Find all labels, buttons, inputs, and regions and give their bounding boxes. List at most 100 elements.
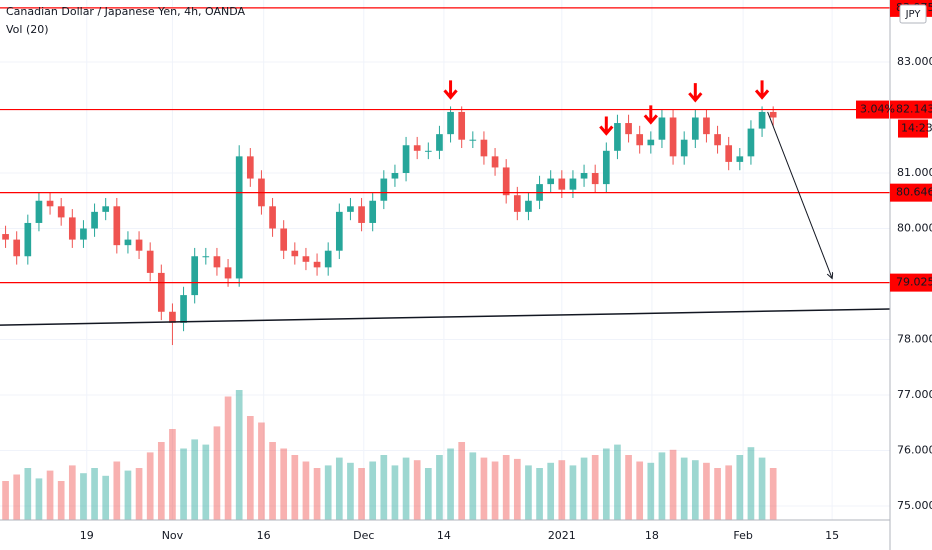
volume-bar	[614, 444, 621, 520]
x-tick-label: 19	[80, 529, 94, 542]
y-tick-label: 77.000	[897, 388, 932, 401]
volume-title: Vol (20)	[6, 23, 49, 36]
candle-body	[213, 256, 221, 268]
volume-bar	[157, 442, 165, 520]
x-tick-label: 16	[257, 529, 271, 542]
volume-bar	[714, 468, 721, 520]
volume-bar	[213, 426, 221, 520]
candle-body	[347, 206, 354, 212]
x-tick-label: 2021	[548, 529, 576, 542]
candle-body	[736, 156, 744, 162]
signal-arrow	[688, 83, 703, 103]
volume-bar	[736, 455, 744, 520]
candle-body	[625, 123, 632, 135]
signal-arrow	[443, 80, 458, 100]
volume-bar	[413, 460, 421, 520]
volume-bar	[113, 461, 121, 520]
candle-body	[202, 256, 210, 258]
volume-bar	[235, 390, 243, 520]
volume-bar	[246, 416, 254, 520]
candle-body	[747, 128, 755, 157]
candle-body	[669, 117, 677, 157]
candle-body	[513, 195, 521, 212]
volume-bar	[291, 455, 299, 520]
volume-bar	[458, 442, 466, 520]
candle-body	[614, 123, 621, 151]
candle-body	[447, 111, 454, 135]
volume-bar	[680, 457, 688, 520]
signal-arrow	[643, 105, 658, 125]
volume-bar	[102, 475, 110, 520]
volume-bar	[703, 462, 710, 520]
volume-bar	[558, 460, 566, 520]
candle-body	[480, 139, 488, 157]
volume-bar	[369, 461, 377, 520]
candle-body	[46, 200, 54, 207]
volume-bar	[347, 462, 354, 520]
candle-body	[269, 206, 276, 229]
volume-bar	[302, 461, 310, 520]
volume-bar	[57, 481, 65, 520]
candle-body	[714, 134, 721, 146]
y-tick-label: 75.000	[897, 499, 932, 512]
y-tick-label: 83.000	[897, 55, 932, 68]
volume-bar	[224, 396, 232, 520]
volume-bar	[46, 470, 54, 520]
volume-bar	[2, 481, 9, 520]
y-tick-label: 76.000	[897, 444, 932, 457]
candle-body	[424, 150, 432, 152]
countdown-tag	[898, 119, 928, 138]
volume-bar	[24, 468, 32, 520]
volume-bar	[436, 455, 443, 520]
candle-body	[658, 117, 666, 140]
candle-body	[102, 206, 110, 212]
candle-body	[580, 173, 588, 179]
candle-body	[13, 239, 21, 257]
candle-body	[558, 178, 566, 190]
candle-body	[502, 167, 510, 196]
volume-bar	[191, 439, 199, 520]
volume-bar	[169, 429, 176, 520]
candle-body	[591, 173, 599, 185]
candle-body	[391, 173, 399, 179]
candle-body	[369, 200, 377, 223]
volume-bar	[647, 462, 655, 520]
volume-bar	[68, 465, 76, 520]
volume-bar	[625, 455, 632, 520]
candle-body	[2, 234, 9, 240]
volume-bar	[536, 468, 543, 520]
volume-bar	[725, 465, 733, 520]
volume-bar	[636, 461, 644, 520]
volume-bar	[569, 465, 577, 520]
volume-bar	[447, 448, 454, 520]
volume-bar	[758, 457, 766, 520]
chart-title: Canadian Dollar / Japanese Yen, 4h, OAND…	[6, 5, 246, 18]
candle-body	[602, 150, 610, 185]
level-label: 80.646	[896, 186, 932, 199]
volume-bar	[35, 478, 43, 520]
candle-body	[246, 156, 254, 179]
volume-bar	[513, 458, 521, 520]
currency: JPY	[905, 9, 922, 20]
candle-body	[235, 156, 243, 279]
volume-bar	[269, 442, 276, 520]
volume-bar	[547, 462, 555, 520]
currency-box[interactable]	[899, 4, 927, 24]
candle-body	[725, 145, 733, 162]
candle-body	[135, 239, 143, 251]
volume-bar	[591, 455, 599, 520]
volume-bar	[380, 455, 388, 520]
x-tick-label: Dec	[353, 529, 374, 542]
projection-arrow	[767, 111, 833, 279]
volume-bar	[202, 444, 210, 520]
volume-bar	[335, 457, 343, 520]
volume-bar	[691, 460, 699, 520]
candle-body	[68, 217, 76, 240]
candle-body	[547, 178, 555, 185]
volume-bar	[480, 457, 488, 520]
level-tag	[890, 183, 932, 202]
volume-bar	[13, 474, 21, 520]
candle-body	[35, 200, 43, 223]
candle-body	[169, 311, 176, 323]
